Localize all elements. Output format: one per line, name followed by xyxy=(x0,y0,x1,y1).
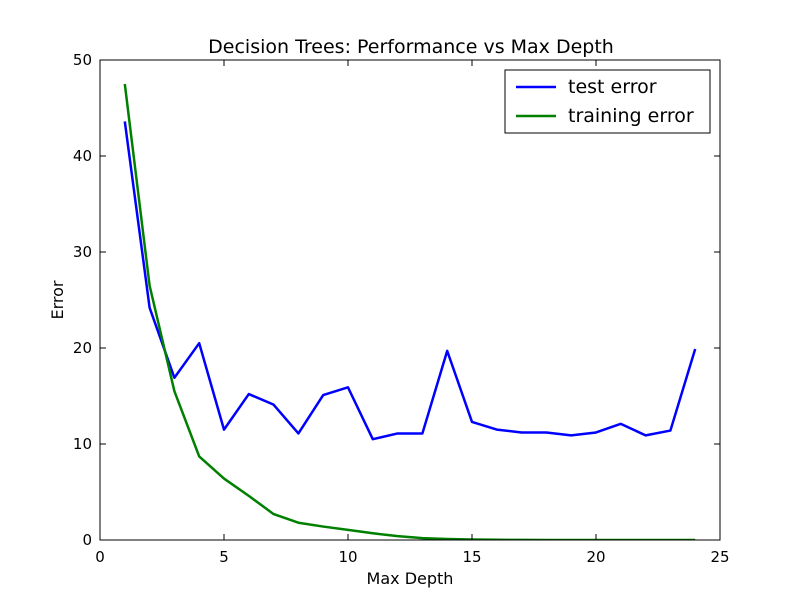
x-tick-label: 0 xyxy=(95,548,105,566)
y-tick-label: 0 xyxy=(82,531,92,549)
series-line-test-error xyxy=(123,121,697,441)
x-tick-label: 15 xyxy=(462,548,481,566)
legend-label-test-error: test error xyxy=(568,76,657,98)
y-tick-label: 50 xyxy=(73,51,92,69)
series-line-training-error xyxy=(123,83,696,540)
legend-label-training-error: training error xyxy=(568,105,694,127)
chart-title: Decision Trees: Performance vs Max Depth xyxy=(208,36,614,58)
x-tick-label: 25 xyxy=(710,548,729,566)
y-axis-label: Error xyxy=(48,280,67,319)
y-tick-label: 20 xyxy=(73,339,92,357)
y-tick-label: 10 xyxy=(73,435,92,453)
y-tick-label: 40 xyxy=(73,147,92,165)
x-tick-label: 5 xyxy=(219,548,229,566)
x-tick-label: 10 xyxy=(338,548,357,566)
legend: test error training error xyxy=(504,69,711,134)
legend-box xyxy=(504,69,711,134)
y-tick-label: 30 xyxy=(73,243,92,261)
x-tick-label: 20 xyxy=(586,548,605,566)
plot-frame xyxy=(99,59,721,541)
x-axis-label: Max Depth xyxy=(367,569,454,588)
